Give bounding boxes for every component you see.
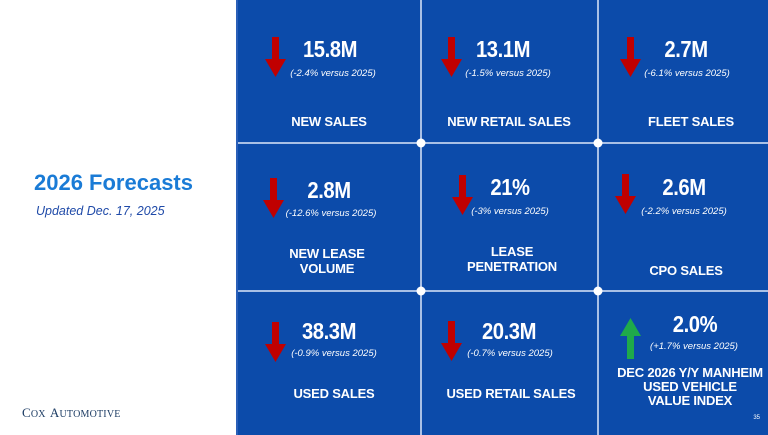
- forecast-change: (-2.2% versus 2025): [641, 206, 727, 217]
- left-panel: 2026 Forecasts Updated Dec. 17, 2025 COX…: [0, 0, 236, 435]
- forecast-change: (-6.1% versus 2025): [644, 68, 730, 79]
- forecast-label-line: PENETRATION: [466, 259, 558, 274]
- grid-node: [416, 286, 426, 296]
- grid-divider: [597, 0, 599, 435]
- forecast-label-line: LEASE: [490, 244, 534, 259]
- forecast-label-line: USED VEHICLE: [643, 379, 737, 394]
- forecast-value: 21%: [490, 174, 530, 200]
- grid-node: [593, 286, 603, 296]
- forecast-change: (-0.9% versus 2025): [291, 348, 377, 359]
- down-arrow-icon: [265, 37, 286, 77]
- forecast-value: 20.3M: [481, 318, 537, 344]
- down-arrow-icon: [441, 321, 462, 361]
- down-arrow-icon: [620, 37, 641, 77]
- forecast-label: CPO SALES: [649, 263, 723, 278]
- forecast-label-line: VOLUME: [299, 261, 355, 276]
- forecast-label-line: VALUE INDEX: [647, 393, 733, 408]
- forecast-label: USED SALES: [293, 386, 375, 401]
- forecast-label-line: DEC 2026 Y/Y MANHEIM: [617, 365, 763, 380]
- down-arrow-icon: [265, 322, 286, 362]
- forecast-label: DEC 2026 Y/Y MANHEIM USED VEHICLE VALUE …: [617, 366, 763, 408]
- forecast-change: (-12.6% versus 2025): [285, 208, 377, 219]
- logo-text: C: [22, 405, 31, 420]
- down-arrow-icon: [615, 174, 636, 214]
- forecast-grid: [236, 0, 768, 435]
- down-arrow-icon: [441, 37, 462, 77]
- grid-divider: [238, 142, 768, 144]
- down-arrow-icon: [263, 178, 284, 218]
- logo-text: UTOMOTIVE: [59, 409, 121, 420]
- forecast-label: NEW RETAIL SALES: [447, 114, 571, 129]
- forecast-value: 15.8M: [302, 36, 358, 62]
- cox-automotive-logo: COX AUTOMOTIVE: [22, 404, 121, 422]
- forecast-label: LEASE PENETRATION: [467, 244, 557, 274]
- forecast-change: (-0.7% versus 2025): [467, 348, 553, 359]
- down-arrow-icon: [452, 175, 473, 215]
- forecast-change: (-1.5% versus 2025): [465, 68, 551, 79]
- logo-text: OX: [30, 409, 46, 420]
- forecast-value: 2.0%: [672, 311, 718, 337]
- up-arrow-icon: [620, 318, 641, 359]
- forecast-change: (+1.7% versus 2025): [650, 341, 738, 352]
- forecast-change: (-3% versus 2025): [471, 206, 549, 217]
- forecast-change: (-2.4% versus 2025): [290, 68, 376, 79]
- forecast-label: NEW SALES: [291, 114, 367, 129]
- grid-node: [416, 138, 426, 148]
- logo-text: A: [49, 405, 60, 420]
- page-number: 35: [753, 415, 760, 421]
- forecast-label: USED RETAIL SALES: [446, 386, 576, 401]
- forecast-value: 13.1M: [475, 36, 531, 62]
- forecast-label: NEW LEASE VOLUME: [289, 246, 365, 276]
- forecast-label-line: NEW LEASE: [289, 246, 365, 261]
- forecast-value: 2.8M: [307, 177, 351, 203]
- forecast-value: 2.6M: [662, 174, 706, 200]
- page-title: 2026 Forecasts: [34, 170, 193, 195]
- forecast-label: FLEET SALES: [648, 114, 734, 129]
- forecast-value: 38.3M: [301, 318, 357, 344]
- grid-node: [593, 138, 603, 148]
- grid-divider: [420, 0, 422, 435]
- updated-date: Updated Dec. 17, 2025: [36, 204, 165, 218]
- grid-divider: [238, 290, 768, 292]
- forecast-value: 2.7M: [664, 36, 708, 62]
